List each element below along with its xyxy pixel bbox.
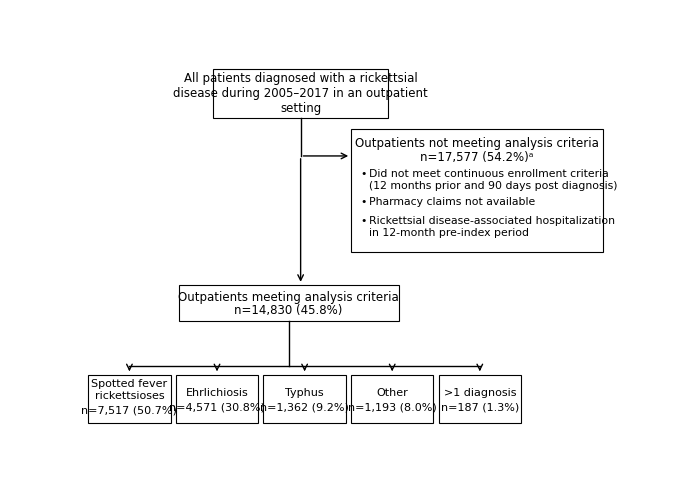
Text: n=187 (1.3%): n=187 (1.3%) xyxy=(440,402,519,412)
Bar xyxy=(88,375,171,424)
Text: Other: Other xyxy=(376,389,408,398)
Text: Ehrlichiosis: Ehrlichiosis xyxy=(186,389,249,398)
Text: n=1,362 (9.2%): n=1,362 (9.2%) xyxy=(260,402,349,412)
Text: n=7,517 (50.7%): n=7,517 (50.7%) xyxy=(82,405,177,415)
Bar xyxy=(351,375,434,424)
Bar xyxy=(213,69,388,118)
Text: Spotted fever
rickettsioses: Spotted fever rickettsioses xyxy=(91,379,168,401)
Bar xyxy=(264,375,346,424)
Text: Did not meet continuous enrollment criteria
(12 months prior and 90 days post di: Did not meet continuous enrollment crite… xyxy=(369,169,618,191)
Bar xyxy=(438,375,521,424)
Text: •: • xyxy=(360,197,367,207)
Text: All patients diagnosed with a rickettsial
disease during 2005–2017 in an outpati: All patients diagnosed with a rickettsia… xyxy=(173,72,428,115)
Bar xyxy=(176,375,258,424)
Bar xyxy=(351,129,603,252)
Text: n=1,193 (8.0%): n=1,193 (8.0%) xyxy=(348,402,436,412)
Text: n=14,830 (45.8%): n=14,830 (45.8%) xyxy=(234,304,343,317)
Text: n=17,577 (54.2%)ᵃ: n=17,577 (54.2%)ᵃ xyxy=(421,151,534,164)
Text: n=4,571 (30.8%): n=4,571 (30.8%) xyxy=(169,402,265,412)
Text: Rickettsial disease-associated hospitalization
in 12-month pre-index period: Rickettsial disease-associated hospitali… xyxy=(369,216,615,238)
Text: Outpatients not meeting analysis criteria: Outpatients not meeting analysis criteri… xyxy=(356,137,599,150)
Text: Pharmacy claims not available: Pharmacy claims not available xyxy=(369,197,536,207)
Text: •: • xyxy=(360,216,367,226)
Text: •: • xyxy=(360,169,367,179)
Text: >1 diagnosis: >1 diagnosis xyxy=(444,389,516,398)
Bar xyxy=(179,286,399,321)
Text: Typhus: Typhus xyxy=(285,389,324,398)
Text: Outpatients meeting analysis criteria: Outpatients meeting analysis criteria xyxy=(178,291,399,303)
